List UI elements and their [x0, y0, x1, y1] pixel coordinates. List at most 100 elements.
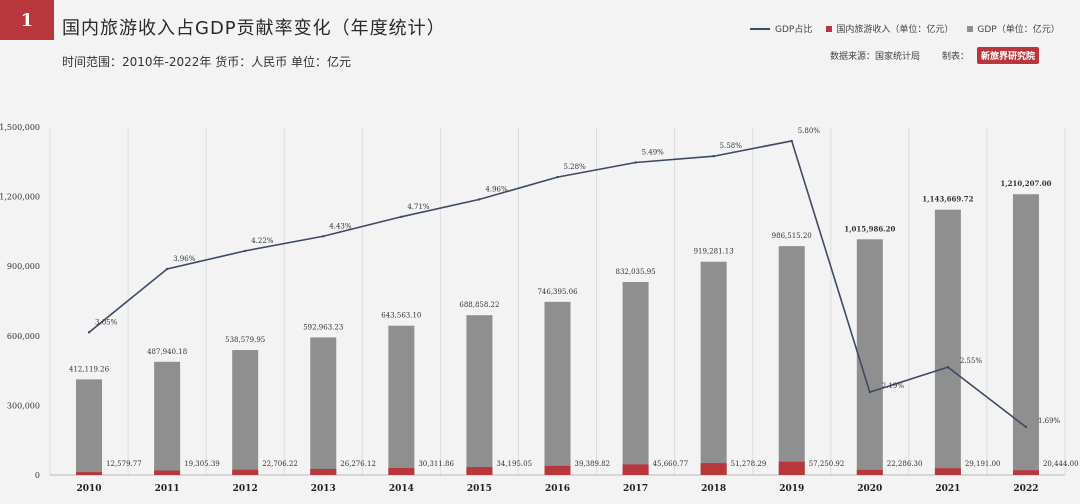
tourism-value-label: 34,195.05 — [496, 460, 532, 468]
gdp-value-label: 1,015,986.20 — [844, 224, 895, 233]
x-tick-label: 2012 — [233, 484, 258, 494]
gdp-value-label: 592,963.23 — [303, 323, 343, 331]
tourism-value-label: 12,579.77 — [106, 460, 142, 468]
tourism-bar — [76, 472, 103, 475]
ratio-point — [400, 215, 403, 218]
ratio-point — [478, 198, 481, 201]
x-tick-label: 2016 — [545, 484, 570, 494]
x-tick-label: 2010 — [77, 484, 102, 494]
tourism-value-label: 19,305.39 — [184, 460, 220, 468]
gdp-bar — [310, 337, 337, 475]
page-subtitle: 时间范围：2010年-2022年 货币：人民币 单位：亿元 — [62, 55, 352, 69]
ratio-point — [243, 249, 247, 253]
y-tick-label: 600,000 — [7, 332, 40, 341]
tourism-value-label: 45,660.77 — [653, 460, 689, 468]
chart-canvas: 0 300,000 600,000 900,000 1,200,000 1,500,000… — [0, 123, 1079, 494]
chart-legend: GDP占比 国内旅游收入（单位：亿元） GDP（单位：亿元） — [750, 22, 1074, 35]
tourism-value-label: 39,389.82 — [575, 460, 611, 468]
ratio-value-label: 5.80% — [798, 127, 821, 135]
gdp-bar — [934, 209, 961, 475]
gdp-bar — [76, 379, 103, 475]
x-tick-label: 2019 — [779, 484, 804, 494]
ratio-point — [1024, 425, 1028, 429]
x-tick-label: 2015 — [467, 484, 492, 494]
y-tick-label: 900,000 — [7, 262, 40, 271]
x-tick-label: 2011 — [155, 484, 180, 494]
ratio-value-label: 4.43% — [329, 222, 352, 230]
gdp-bar — [856, 239, 883, 475]
legend-item-ratio: GDP占比 — [750, 22, 812, 35]
x-tick-label: 2013 — [311, 484, 336, 494]
line-swatch-icon — [750, 27, 770, 30]
ratio-point — [868, 390, 872, 394]
ratio-point — [712, 155, 715, 158]
gdp-bar — [154, 361, 181, 475]
y-tick-label: 0 — [35, 471, 40, 480]
gdp-value-label: 832,035.95 — [616, 268, 656, 276]
tourism-value-label: 57,250.92 — [809, 460, 845, 468]
legend-label-ratio: GDP占比 — [775, 25, 813, 35]
ratio-value-label: 4.22% — [251, 237, 274, 245]
ratio-point — [946, 365, 950, 369]
ratio-point — [556, 175, 559, 179]
page-number-badge: 1 — [0, 0, 54, 40]
gdp-bar — [544, 301, 571, 475]
ratio-value-label: 5.49% — [642, 148, 665, 156]
gdp-bar — [622, 281, 649, 475]
source-line: 数据来源：国家统计局 制表： 新旅界研究院 — [830, 47, 1040, 64]
ratio-value-label: 3.96% — [173, 255, 196, 263]
y-tick-label: 300,000 — [7, 401, 40, 410]
tourism-value-label: 22,286.30 — [887, 460, 923, 468]
gdp-value-label: 412,119.26 — [69, 365, 110, 373]
tourism-bar — [466, 467, 493, 475]
source-text: 数据来源：国家统计局 — [830, 52, 921, 62]
gdp-value-label: 487,940.18 — [147, 348, 187, 356]
ratio-point — [634, 161, 637, 164]
gdp-bar — [388, 325, 415, 475]
ratio-value-label: 3.05% — [95, 318, 118, 326]
publisher-logo: 新旅界研究院 — [977, 47, 1040, 64]
tourism-bar — [544, 465, 571, 475]
tourism-bar — [700, 463, 727, 475]
ratio-point — [790, 139, 793, 143]
tourism-bar — [856, 469, 883, 475]
ratio-value-label: 2.19% — [882, 382, 905, 390]
tourism-value-label: 29,191.00 — [965, 460, 1001, 468]
tourism-bar — [778, 461, 805, 475]
legend-item-gdp: GDP（单位：亿元） — [967, 22, 1060, 35]
gdp-value-label: 986,515.20 — [772, 232, 812, 240]
tourism-bar — [232, 469, 259, 475]
gdp-bar — [778, 246, 805, 475]
gray-square-icon — [967, 25, 974, 32]
y-tick-label: 1,200,000 — [0, 193, 40, 202]
tourism-bar — [388, 467, 415, 475]
ratio-value-label: 2.55% — [960, 357, 983, 365]
tourism-value-label: 22,706.22 — [262, 460, 298, 468]
maker-label: 制表： — [942, 52, 970, 62]
x-tick-label: 2014 — [389, 484, 414, 494]
y-tick-label: 1,500,000 — [0, 123, 40, 132]
x-tick-label: 2017 — [623, 484, 648, 494]
tourism-bar — [310, 468, 337, 475]
gdp-bar — [232, 350, 259, 475]
gdp-bar — [466, 315, 493, 475]
tourism-value-label: 20,444.00 — [1043, 460, 1079, 468]
gdp-value-label: 688,858.22 — [459, 301, 499, 309]
ratio-value-label: 4.71% — [407, 203, 430, 211]
ratio-point — [87, 331, 91, 334]
gdp-value-label: 1,143,669.72 — [922, 195, 973, 204]
ratio-value-label: 4.96% — [485, 185, 508, 193]
legend-item-tourism: 国内旅游收入（单位：亿元） — [826, 22, 953, 35]
gdp-bar — [1012, 194, 1039, 475]
legend-label-tourism: 国内旅游收入（单位：亿元） — [836, 25, 954, 35]
ratio-value-label: 1.69% — [1038, 417, 1061, 425]
gdp-value-label: 919,281.13 — [694, 248, 734, 256]
page-title: 国内旅游收入占GDP贡献率变化（年度统计） — [62, 18, 446, 39]
gdp-value-label: 746,395.06 — [537, 288, 578, 296]
tourism-bar — [622, 464, 649, 475]
red-square-icon — [826, 25, 833, 32]
ratio-point — [165, 267, 169, 271]
tourism-bar — [934, 468, 961, 475]
ratio-value-label: 5.58% — [720, 142, 743, 150]
gdp-bar — [700, 261, 727, 475]
